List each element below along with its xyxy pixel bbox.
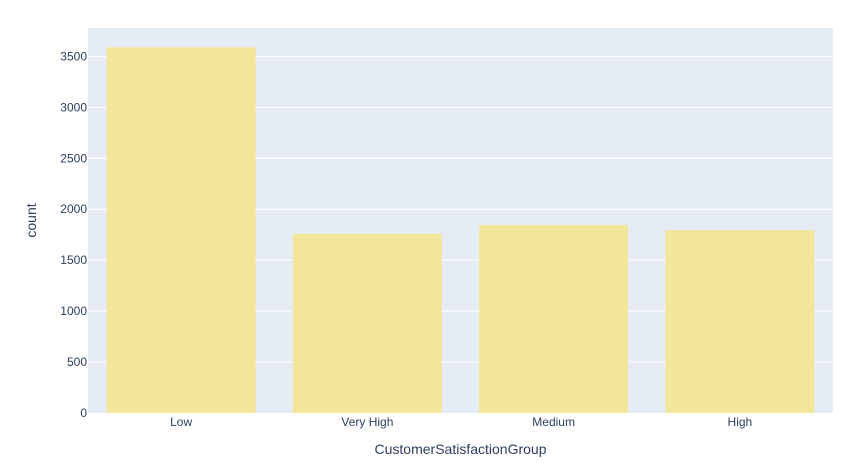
- bar-low[interactable]: [106, 47, 256, 413]
- y-axis-title: count: [23, 203, 39, 237]
- x-axis-ticks: Low Very High Medium High: [170, 415, 752, 429]
- x-tick-label: Medium: [532, 415, 575, 429]
- y-tick-label: 3000: [60, 100, 87, 114]
- y-axis-ticks: 0 500 1000 1500 2000 2500 3000 3500: [60, 49, 87, 420]
- x-tick-label: High: [728, 415, 753, 429]
- x-axis-title: CustomerSatisfactionGroup: [375, 441, 547, 457]
- y-tick-label: 1000: [60, 304, 87, 318]
- y-tick-label: 2000: [60, 202, 87, 216]
- bar-high[interactable]: [665, 230, 815, 413]
- y-tick-label: 2500: [60, 151, 87, 165]
- y-tick-label: 0: [80, 406, 87, 420]
- bar-medium[interactable]: [479, 225, 629, 413]
- bars: [106, 47, 815, 413]
- bar-very-high[interactable]: [292, 233, 442, 413]
- x-tick-label: Very High: [341, 415, 393, 429]
- x-tick-label: Low: [170, 415, 192, 429]
- y-tick-label: 500: [67, 355, 87, 369]
- y-tick-label: 3500: [60, 49, 87, 63]
- y-tick-label: 1500: [60, 253, 87, 267]
